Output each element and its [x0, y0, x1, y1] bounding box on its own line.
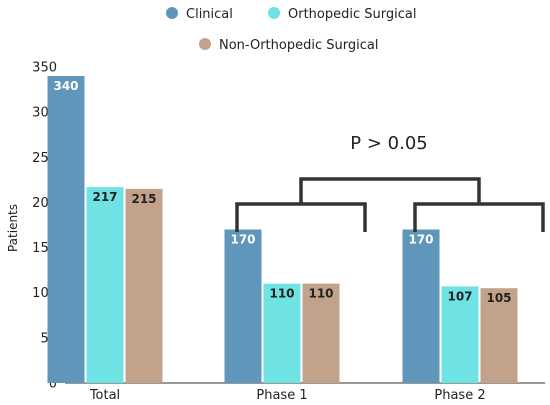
legend-swatch	[199, 38, 211, 50]
bars: 340 217 215 170 110 110 170 107 105	[47, 76, 518, 384]
bar-value-label: 215	[131, 192, 156, 206]
bar-value-label: 217	[92, 190, 117, 204]
legend-label: Clinical	[186, 7, 233, 22]
bracket-line	[413, 202, 545, 232]
bar-value-label: 107	[447, 289, 472, 303]
legend-swatch	[166, 7, 178, 19]
legend-swatch	[268, 7, 280, 19]
bracket-line	[235, 202, 367, 232]
bar	[441, 286, 479, 383]
y-tick-label: 350	[32, 61, 57, 76]
bar-value-label: 340	[53, 79, 78, 93]
bar	[263, 283, 301, 383]
bar	[47, 76, 85, 384]
bar-value-label: 170	[408, 233, 433, 247]
bar-value-label: 110	[308, 287, 333, 301]
bracket-line	[299, 177, 481, 204]
bar	[125, 188, 163, 383]
bar-value-label: 170	[230, 233, 255, 247]
category-label: Phase 2	[434, 388, 485, 403]
bar	[224, 229, 262, 383]
bar-value-label: 110	[269, 287, 294, 301]
significance-bracket	[235, 177, 545, 232]
category-label: Phase 1	[256, 388, 307, 403]
p-value-annotation: P > 0.05	[350, 133, 427, 154]
y-axis-title: Patients	[6, 204, 20, 252]
bar	[402, 229, 440, 383]
legend-label: Non-Orthopedic Surgical	[219, 38, 378, 53]
bar	[302, 283, 340, 383]
legend: Clinical Orthopedic Surgical Non-Orthopedi…	[166, 7, 416, 53]
bar-value-label: 105	[486, 291, 511, 305]
bar	[480, 288, 518, 383]
legend-label: Orthopedic Surgical	[288, 7, 416, 22]
bar	[86, 187, 124, 383]
y-tick-label: 0	[49, 377, 57, 392]
x-axis: Total Phase 1 Phase 2	[89, 388, 486, 403]
category-label: Total	[89, 388, 120, 403]
